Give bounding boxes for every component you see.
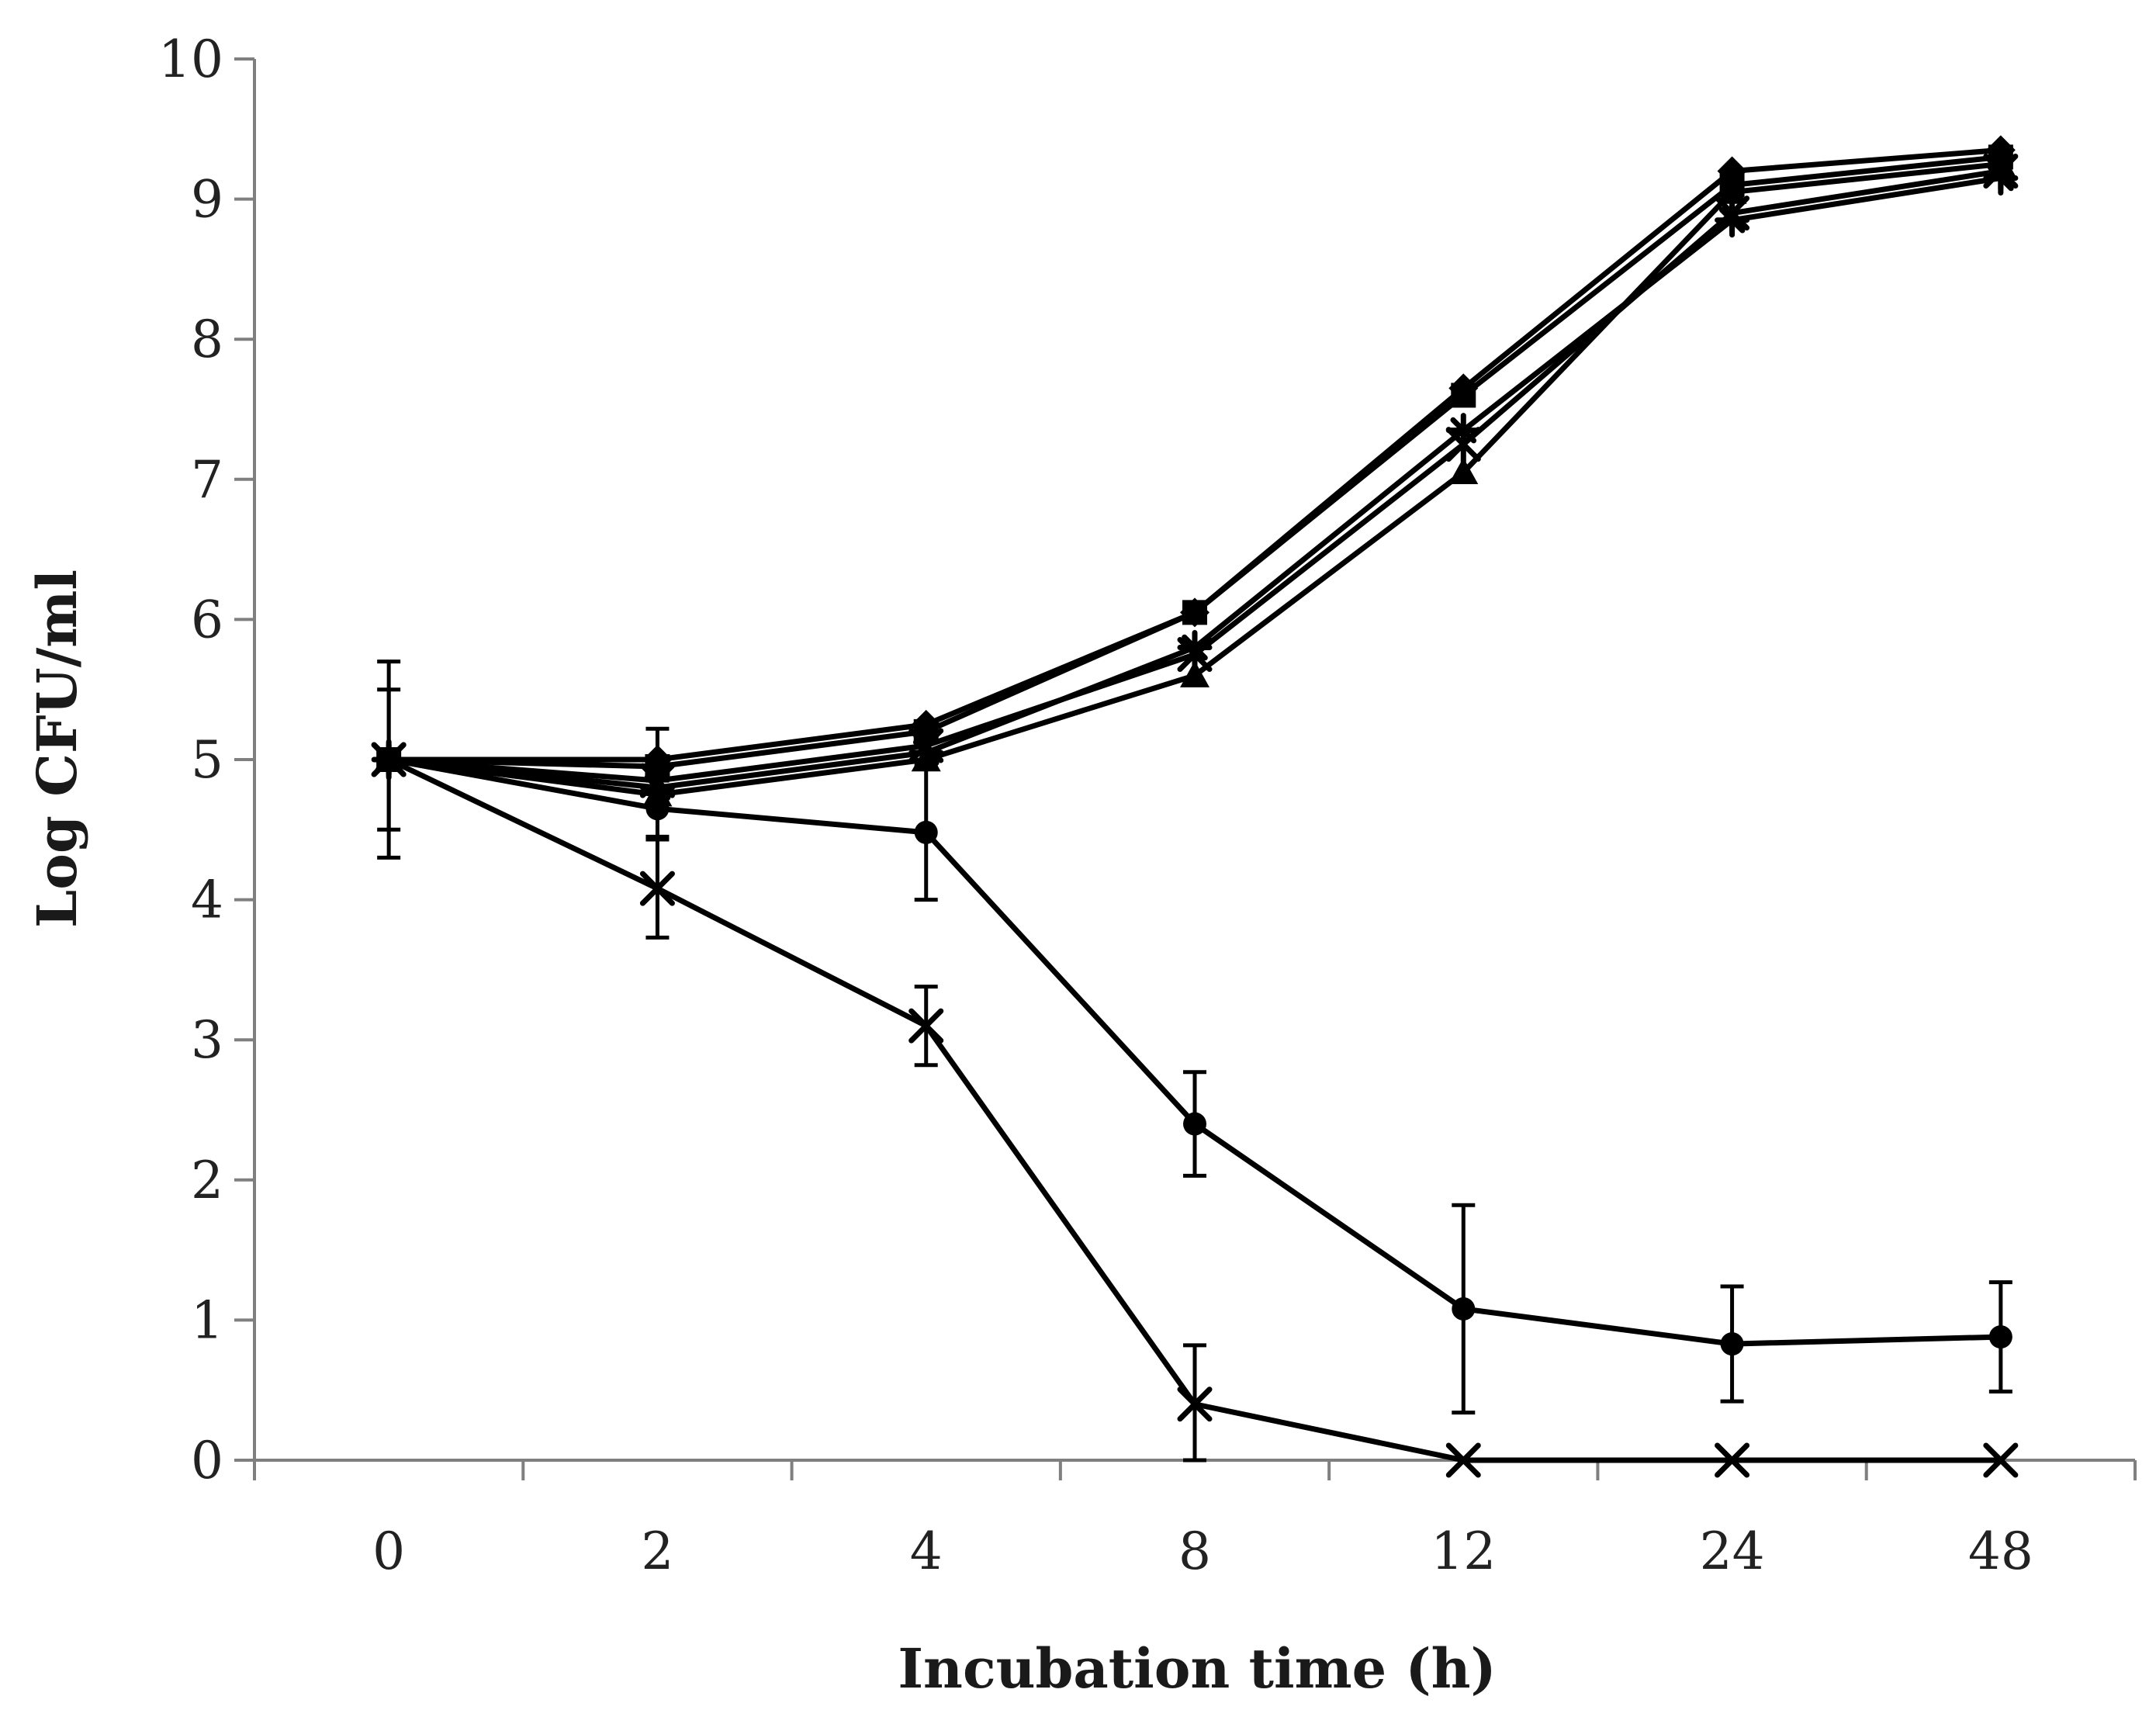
x-tick-label-8: 8 [1178,1521,1211,1581]
y-tick-label-10: 10 [158,29,223,89]
data-point-series-c-12 [1448,457,1479,484]
y-tick-label-4: 4 [191,871,223,930]
data-point-series-e-4 [908,735,944,770]
markers-group [371,135,2019,1478]
data-point-series-f-4 [914,820,938,844]
series-line-series-f [388,756,2001,1347]
data-point-series-g-8 [1177,1386,1213,1422]
data-point-series-g-0 [371,742,407,777]
data-point-series-b-8 [1182,600,1207,625]
data-point-series-b-12 [1451,383,1476,408]
data-point-series-g-4 [908,1008,944,1044]
data-point-series-g-12 [1445,1442,1481,1478]
y-tick-label-6: 6 [191,590,223,649]
y-tick-label-3: 3 [191,1010,223,1070]
y-tick-label-7: 7 [191,450,223,510]
y-tick-label-9: 9 [191,170,223,230]
data-point-series-f-2 [645,797,670,821]
x-axis-title: Incubation time (h) [898,1636,1496,1701]
data-point-series-g-48 [1983,1442,2019,1478]
data-point-series-e-8 [1177,630,1213,666]
y-tick-label-0: 0 [191,1431,223,1490]
x-tick-label-0: 0 [372,1521,405,1581]
x-tick-label-2: 2 [641,1521,673,1581]
data-point-series-e-48 [1983,161,2019,196]
series-line-series-d [388,168,2002,784]
data-point-series-g-24 [1715,1442,1750,1478]
data-point-series-f-24 [1720,1332,1744,1356]
x-tick-label-48: 48 [1968,1521,2033,1581]
data-point-series-f-12 [1452,1296,1476,1321]
data-point-series-e-12 [1445,413,1481,448]
y-tick-label-1: 1 [191,1290,223,1350]
y-tick-label-8: 8 [191,310,223,369]
data-point-series-f-8 [1183,1112,1206,1136]
series-group [387,147,2002,1463]
data-point-series-e-24 [1715,203,1750,238]
y-axis-title: Log CFU/ml [25,569,89,928]
series-line-series-c [388,161,2002,798]
y-tick-label-5: 5 [191,730,223,790]
data-point-series-f-48 [1988,1325,2012,1349]
x-tick-label-4: 4 [910,1521,943,1581]
y-tick-label-2: 2 [191,1151,223,1210]
x-tick-label-24: 24 [1700,1521,1765,1581]
series-line-series-e [388,175,2002,791]
data-point-series-c-24 [1717,177,1747,204]
x-tick-label-12: 12 [1431,1521,1496,1581]
data-point-series-g-2 [639,871,675,906]
